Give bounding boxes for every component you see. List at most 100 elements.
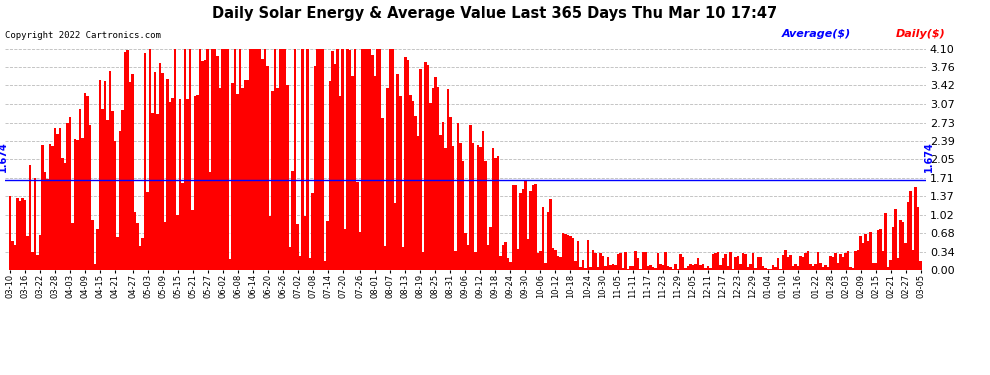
Bar: [642, 252, 644, 270]
Bar: [291, 171, 294, 270]
Bar: [877, 230, 879, 270]
Bar: [299, 256, 301, 270]
Bar: [594, 253, 597, 270]
Bar: [825, 265, 827, 270]
Bar: [604, 266, 607, 270]
Bar: [609, 265, 612, 270]
Bar: [359, 232, 361, 270]
Bar: [445, 148, 446, 270]
Bar: [322, 49, 324, 270]
Bar: [137, 224, 139, 270]
Bar: [114, 141, 116, 270]
Bar: [417, 136, 419, 270]
Bar: [337, 49, 339, 270]
Bar: [206, 49, 209, 270]
Text: Average($): Average($): [782, 29, 851, 39]
Bar: [832, 257, 835, 270]
Bar: [651, 267, 654, 270]
Bar: [91, 220, 94, 270]
Bar: [199, 49, 201, 270]
Bar: [412, 101, 414, 270]
Bar: [514, 185, 517, 270]
Bar: [894, 209, 897, 270]
Bar: [744, 254, 746, 270]
Bar: [524, 180, 527, 270]
Bar: [546, 212, 549, 270]
Bar: [804, 253, 807, 270]
Bar: [497, 156, 499, 270]
Bar: [434, 76, 437, 270]
Bar: [712, 254, 714, 270]
Bar: [554, 250, 556, 270]
Bar: [366, 49, 369, 270]
Bar: [725, 254, 727, 270]
Bar: [787, 257, 789, 270]
Bar: [617, 254, 619, 270]
Bar: [109, 71, 111, 270]
Bar: [659, 264, 661, 270]
Bar: [301, 49, 304, 270]
Bar: [879, 229, 882, 270]
Bar: [714, 253, 717, 270]
Bar: [559, 257, 561, 270]
Bar: [502, 246, 504, 270]
Bar: [394, 203, 397, 270]
Bar: [704, 268, 707, 270]
Bar: [794, 264, 797, 270]
Bar: [11, 241, 14, 270]
Bar: [259, 49, 261, 270]
Bar: [189, 49, 191, 270]
Bar: [124, 52, 127, 270]
Bar: [576, 241, 579, 270]
Bar: [892, 227, 894, 270]
Bar: [51, 146, 53, 270]
Bar: [630, 266, 632, 270]
Bar: [722, 258, 725, 270]
Bar: [907, 202, 910, 270]
Bar: [779, 269, 782, 270]
Bar: [147, 192, 148, 270]
Bar: [14, 245, 16, 270]
Bar: [424, 62, 427, 270]
Bar: [499, 256, 502, 270]
Bar: [697, 258, 699, 270]
Bar: [582, 260, 584, 270]
Bar: [782, 255, 784, 270]
Bar: [361, 49, 364, 270]
Bar: [694, 264, 697, 270]
Bar: [640, 269, 642, 270]
Bar: [635, 251, 637, 270]
Bar: [517, 249, 519, 270]
Bar: [897, 258, 899, 270]
Bar: [469, 124, 471, 270]
Bar: [224, 49, 227, 270]
Bar: [571, 238, 574, 270]
Bar: [807, 251, 809, 270]
Bar: [369, 49, 371, 270]
Bar: [544, 263, 546, 270]
Bar: [142, 238, 144, 270]
Bar: [179, 99, 181, 270]
Bar: [749, 264, 751, 270]
Bar: [479, 147, 481, 270]
Bar: [63, 163, 66, 270]
Bar: [144, 54, 147, 270]
Bar: [19, 201, 21, 270]
Bar: [627, 269, 630, 270]
Bar: [232, 83, 234, 270]
Bar: [817, 252, 820, 270]
Bar: [542, 207, 545, 270]
Bar: [646, 266, 649, 270]
Bar: [312, 193, 314, 270]
Bar: [201, 61, 204, 270]
Bar: [332, 51, 334, 270]
Bar: [217, 56, 219, 270]
Bar: [756, 257, 759, 270]
Bar: [532, 185, 534, 270]
Bar: [474, 252, 476, 270]
Bar: [151, 113, 153, 270]
Bar: [509, 262, 512, 270]
Bar: [607, 257, 609, 270]
Bar: [699, 265, 702, 270]
Bar: [649, 265, 651, 270]
